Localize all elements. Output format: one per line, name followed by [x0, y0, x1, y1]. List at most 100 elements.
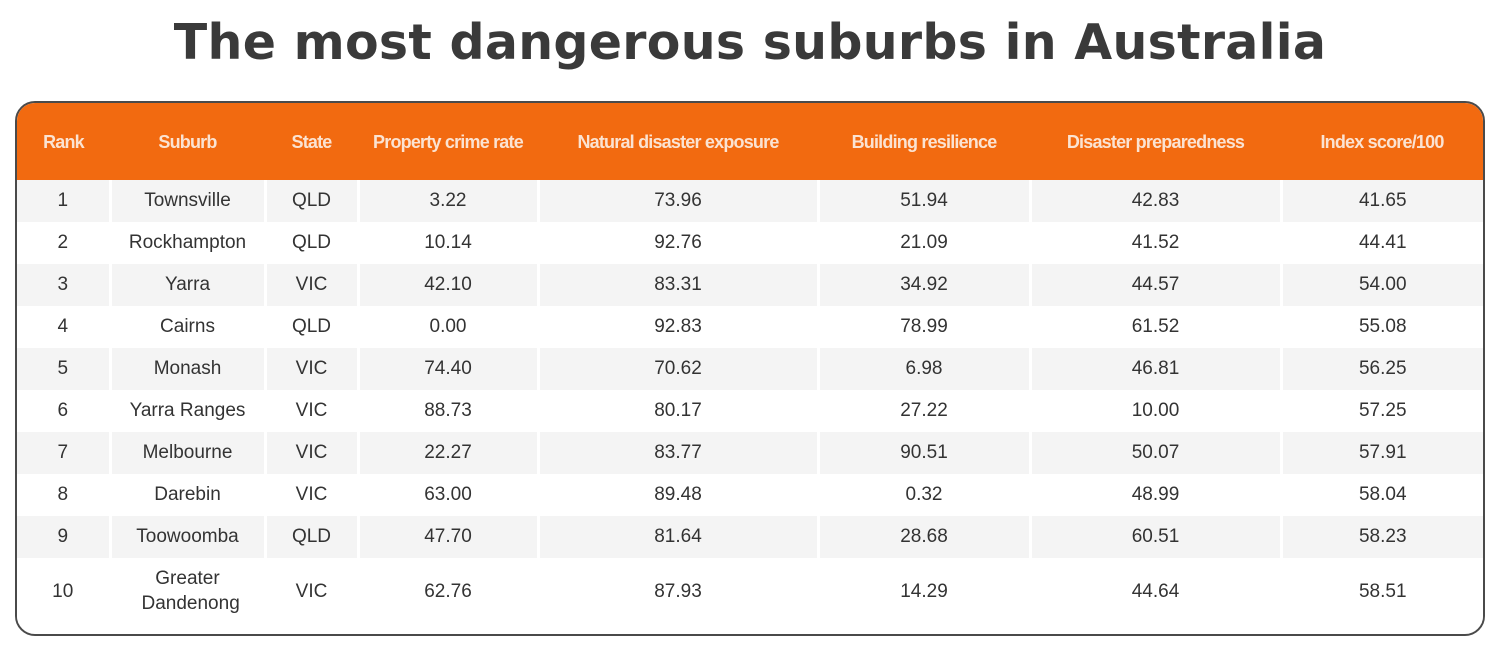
- cell-disaster-preparedness: 48.99: [1028, 474, 1281, 516]
- header-row: Rank Suburb State Property crime rate Na…: [17, 103, 1483, 180]
- cell-suburb: Darebin: [108, 474, 265, 516]
- cell-suburb: Greater Dandenong: [108, 558, 265, 624]
- cell-disaster-preparedness: 50.07: [1028, 432, 1281, 474]
- cell-state: VIC: [263, 348, 358, 390]
- column-header-building-resilience: Building resilience: [851, 131, 998, 152]
- cell-natural-disaster-exposure: 73.96: [536, 180, 818, 222]
- cell-rank: 1: [17, 180, 110, 222]
- table-row: 9 Toowoomba QLD 47.70 81.64 28.68 60.51 58.23: [17, 516, 1483, 558]
- cell-suburb: Cairns: [108, 306, 265, 348]
- cell-index-score: 54.00: [1279, 264, 1483, 306]
- cell-rank: 9: [17, 516, 110, 558]
- cell-natural-disaster-exposure: 80.17: [536, 390, 818, 432]
- cell-rank: 2: [17, 222, 110, 264]
- cell-disaster-preparedness: 61.52: [1028, 306, 1281, 348]
- cell-property-crime-rate: 74.40: [356, 348, 538, 390]
- cell-suburb: Yarra: [108, 264, 265, 306]
- cell-state: VIC: [263, 474, 358, 516]
- cell-property-crime-rate: 3.22: [356, 180, 538, 222]
- table-row: 4 Cairns QLD 0.00 92.83 78.99 61.52 55.08: [17, 306, 1483, 348]
- page-title: The most dangerous suburbs in Australia: [173, 14, 1327, 71]
- cell-index-score: 44.41: [1279, 222, 1483, 264]
- column-header-rank: Rank: [43, 131, 85, 152]
- cell-property-crime-rate: 22.27: [356, 432, 538, 474]
- cell-natural-disaster-exposure: 83.77: [536, 432, 818, 474]
- cell-natural-disaster-exposure: 89.48: [536, 474, 818, 516]
- cell-building-resilience: 90.51: [816, 432, 1030, 474]
- cell-rank: 5: [17, 348, 110, 390]
- cell-property-crime-rate: 10.14: [356, 222, 538, 264]
- cell-disaster-preparedness: 44.64: [1028, 558, 1281, 624]
- cell-state: VIC: [263, 432, 358, 474]
- cell-suburb: Melbourne: [108, 432, 265, 474]
- cell-property-crime-rate: 0.00: [356, 306, 538, 348]
- cell-disaster-preparedness: 42.83: [1028, 180, 1281, 222]
- cell-rank: 7: [17, 432, 110, 474]
- cell-index-score: 58.04: [1279, 474, 1483, 516]
- cell-rank: 4: [17, 306, 110, 348]
- cell-property-crime-rate: 47.70: [356, 516, 538, 558]
- table-row: 3 Yarra VIC 42.10 83.31 34.92 44.57 54.00: [17, 264, 1483, 306]
- cell-property-crime-rate: 63.00: [356, 474, 538, 516]
- cell-rank: 6: [17, 390, 110, 432]
- cell-suburb: Rockhampton: [108, 222, 265, 264]
- column-header-disaster-preparedness: Disaster preparedness: [1066, 131, 1245, 152]
- cell-state: VIC: [263, 264, 358, 306]
- column-header-property-crime-rate: Property crime rate: [373, 131, 524, 152]
- column-header-suburb: Suburb: [158, 131, 217, 152]
- cell-natural-disaster-exposure: 92.76: [536, 222, 818, 264]
- cell-disaster-preparedness: 41.52: [1028, 222, 1281, 264]
- cell-disaster-preparedness: 10.00: [1028, 390, 1281, 432]
- cell-index-score: 58.51: [1279, 558, 1483, 624]
- table-row: 2 Rockhampton QLD 10.14 92.76 21.09 41.52 44.41: [17, 222, 1483, 264]
- cell-property-crime-rate: 62.76: [356, 558, 538, 624]
- cell-rank: 10: [17, 558, 110, 624]
- cell-building-resilience: 14.29: [816, 558, 1030, 624]
- cell-rank: 3: [17, 264, 110, 306]
- cell-index-score: 58.23: [1279, 516, 1483, 558]
- cell-state: QLD: [263, 180, 358, 222]
- table-row: 5 Monash VIC 74.40 70.62 6.98 46.81 56.25: [17, 348, 1483, 390]
- cell-natural-disaster-exposure: 92.83: [536, 306, 818, 348]
- cell-disaster-preparedness: 46.81: [1028, 348, 1281, 390]
- cell-rank: 8: [17, 474, 110, 516]
- table-row: 7 Melbourne VIC 22.27 83.77 90.51 50.07 57.91: [17, 432, 1483, 474]
- cell-index-score: 56.25: [1279, 348, 1483, 390]
- cell-disaster-preparedness: 60.51: [1028, 516, 1281, 558]
- cell-building-resilience: 78.99: [816, 306, 1030, 348]
- cell-property-crime-rate: 88.73: [356, 390, 538, 432]
- cell-disaster-preparedness: 44.57: [1028, 264, 1281, 306]
- cell-building-resilience: 34.92: [816, 264, 1030, 306]
- cell-natural-disaster-exposure: 70.62: [536, 348, 818, 390]
- cell-state: QLD: [263, 516, 358, 558]
- table-row: 8 Darebin VIC 63.00 89.48 0.32 48.99 58.04: [17, 474, 1483, 516]
- column-header-state: State: [291, 131, 332, 152]
- column-header-natural-disaster-exposure: Natural disaster exposure: [577, 131, 779, 152]
- cell-state: QLD: [263, 222, 358, 264]
- cell-natural-disaster-exposure: 87.93: [536, 558, 818, 624]
- cell-state: QLD: [263, 306, 358, 348]
- rankings-table-frame: Rank Suburb State Property crime rate Na…: [15, 101, 1485, 636]
- table-row: 10 Greater Dandenong VIC 62.76 87.93 14.29 44.…: [17, 558, 1483, 624]
- cell-state: VIC: [263, 390, 358, 432]
- cell-suburb: Monash: [108, 348, 265, 390]
- cell-building-resilience: 27.22: [816, 390, 1030, 432]
- table-row: 1 Townsville QLD 3.22 73.96 51.94 42.83 41.65: [17, 180, 1483, 222]
- cell-building-resilience: 28.68: [816, 516, 1030, 558]
- cell-index-score: 57.25: [1279, 390, 1483, 432]
- cell-index-score: 57.91: [1279, 432, 1483, 474]
- cell-index-score: 55.08: [1279, 306, 1483, 348]
- cell-suburb: Townsville: [108, 180, 265, 222]
- cell-natural-disaster-exposure: 81.64: [536, 516, 818, 558]
- cell-building-resilience: 51.94: [816, 180, 1030, 222]
- cell-building-resilience: 0.32: [816, 474, 1030, 516]
- cell-suburb: Toowoomba: [108, 516, 265, 558]
- cell-property-crime-rate: 42.10: [356, 264, 538, 306]
- cell-index-score: 41.65: [1279, 180, 1483, 222]
- cell-natural-disaster-exposure: 83.31: [536, 264, 818, 306]
- cell-building-resilience: 21.09: [816, 222, 1030, 264]
- table-row: 6 Yarra Ranges VIC 88.73 80.17 27.22 10.00 57.2…: [17, 390, 1483, 432]
- cell-suburb: Yarra Ranges: [108, 390, 265, 432]
- column-header-index-score: Index score/100: [1320, 131, 1444, 152]
- cell-building-resilience: 6.98: [816, 348, 1030, 390]
